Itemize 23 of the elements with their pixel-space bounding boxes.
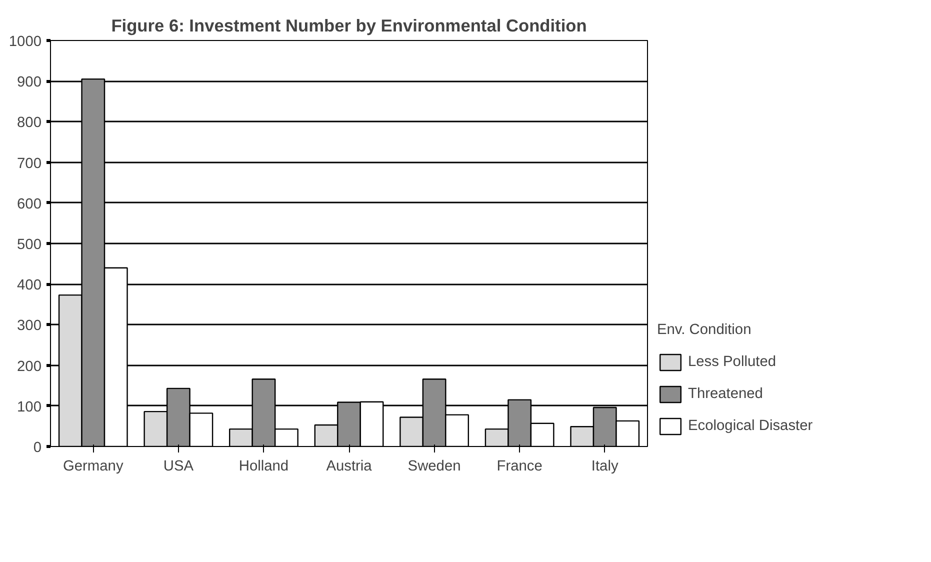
legend-label: Less Polluted	[688, 354, 776, 370]
y-tick-label: 900	[17, 74, 42, 91]
y-tick-label: 400	[17, 278, 42, 294]
legend-title: Env. Condition	[657, 322, 752, 338]
x-tick-label: France	[496, 458, 542, 474]
x-tick-label: USA	[163, 458, 194, 474]
chart-title: Figure 6: Investment Number by Environmental Condition	[111, 16, 587, 36]
y-tick-label: 500	[17, 237, 42, 253]
legend-label: Ecological Disaster	[688, 418, 813, 434]
x-tick-label: Austria	[326, 458, 373, 474]
y-tick-label: 300	[17, 318, 42, 334]
y-tick-label: 800	[17, 115, 42, 132]
y-tick-label: 700	[17, 156, 42, 172]
y-tick-label: 200	[17, 358, 42, 375]
y-tick-label: 0	[33, 440, 42, 456]
x-tick-label: Italy	[591, 458, 619, 474]
x-tick-label: Germany	[63, 458, 124, 474]
y-tick-label: 1000	[8, 34, 42, 50]
x-tick-label: Holland	[238, 458, 289, 474]
y-tick-label: 600	[17, 196, 42, 212]
x-tick-label: Sweden	[408, 458, 461, 474]
y-tick-label: 100	[17, 399, 42, 416]
legend-label: Threatened	[688, 386, 763, 402]
